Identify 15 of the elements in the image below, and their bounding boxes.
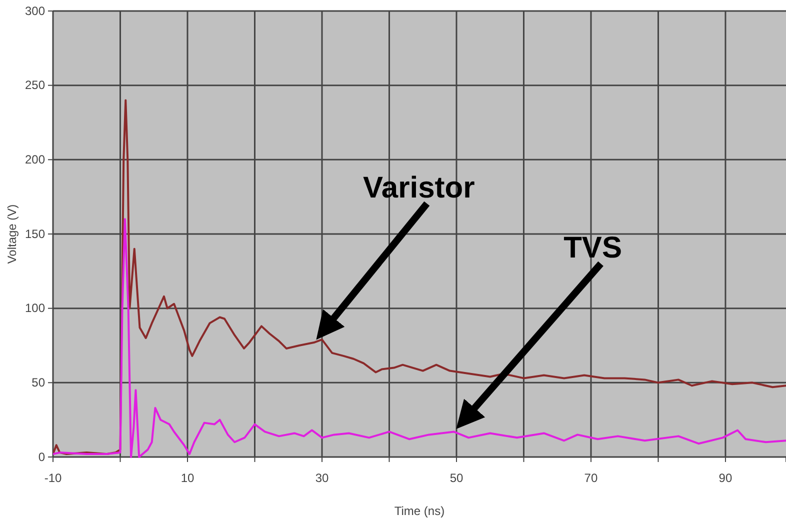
y-tick-label: 0: [38, 450, 46, 464]
y-tick-label: 250: [24, 78, 46, 92]
y-tick-label: 150: [24, 226, 46, 241]
x-tick-label: 90: [718, 470, 732, 485]
y-tick-label: 50: [32, 376, 46, 390]
y-tick-label: 100: [24, 301, 46, 316]
x-tick-label: 30: [315, 470, 329, 485]
y-axis-title: Voltage (V): [5, 204, 19, 264]
x-axis-title: Time (ns): [394, 504, 445, 518]
x-tick-label: 10: [180, 470, 194, 485]
y-tick-label: 200: [24, 152, 46, 167]
x-tick-label: -10: [44, 470, 62, 485]
y-tick-label: 300: [24, 4, 46, 18]
x-tick-label: 50: [450, 470, 464, 485]
x-tick-label: 70: [584, 470, 598, 485]
